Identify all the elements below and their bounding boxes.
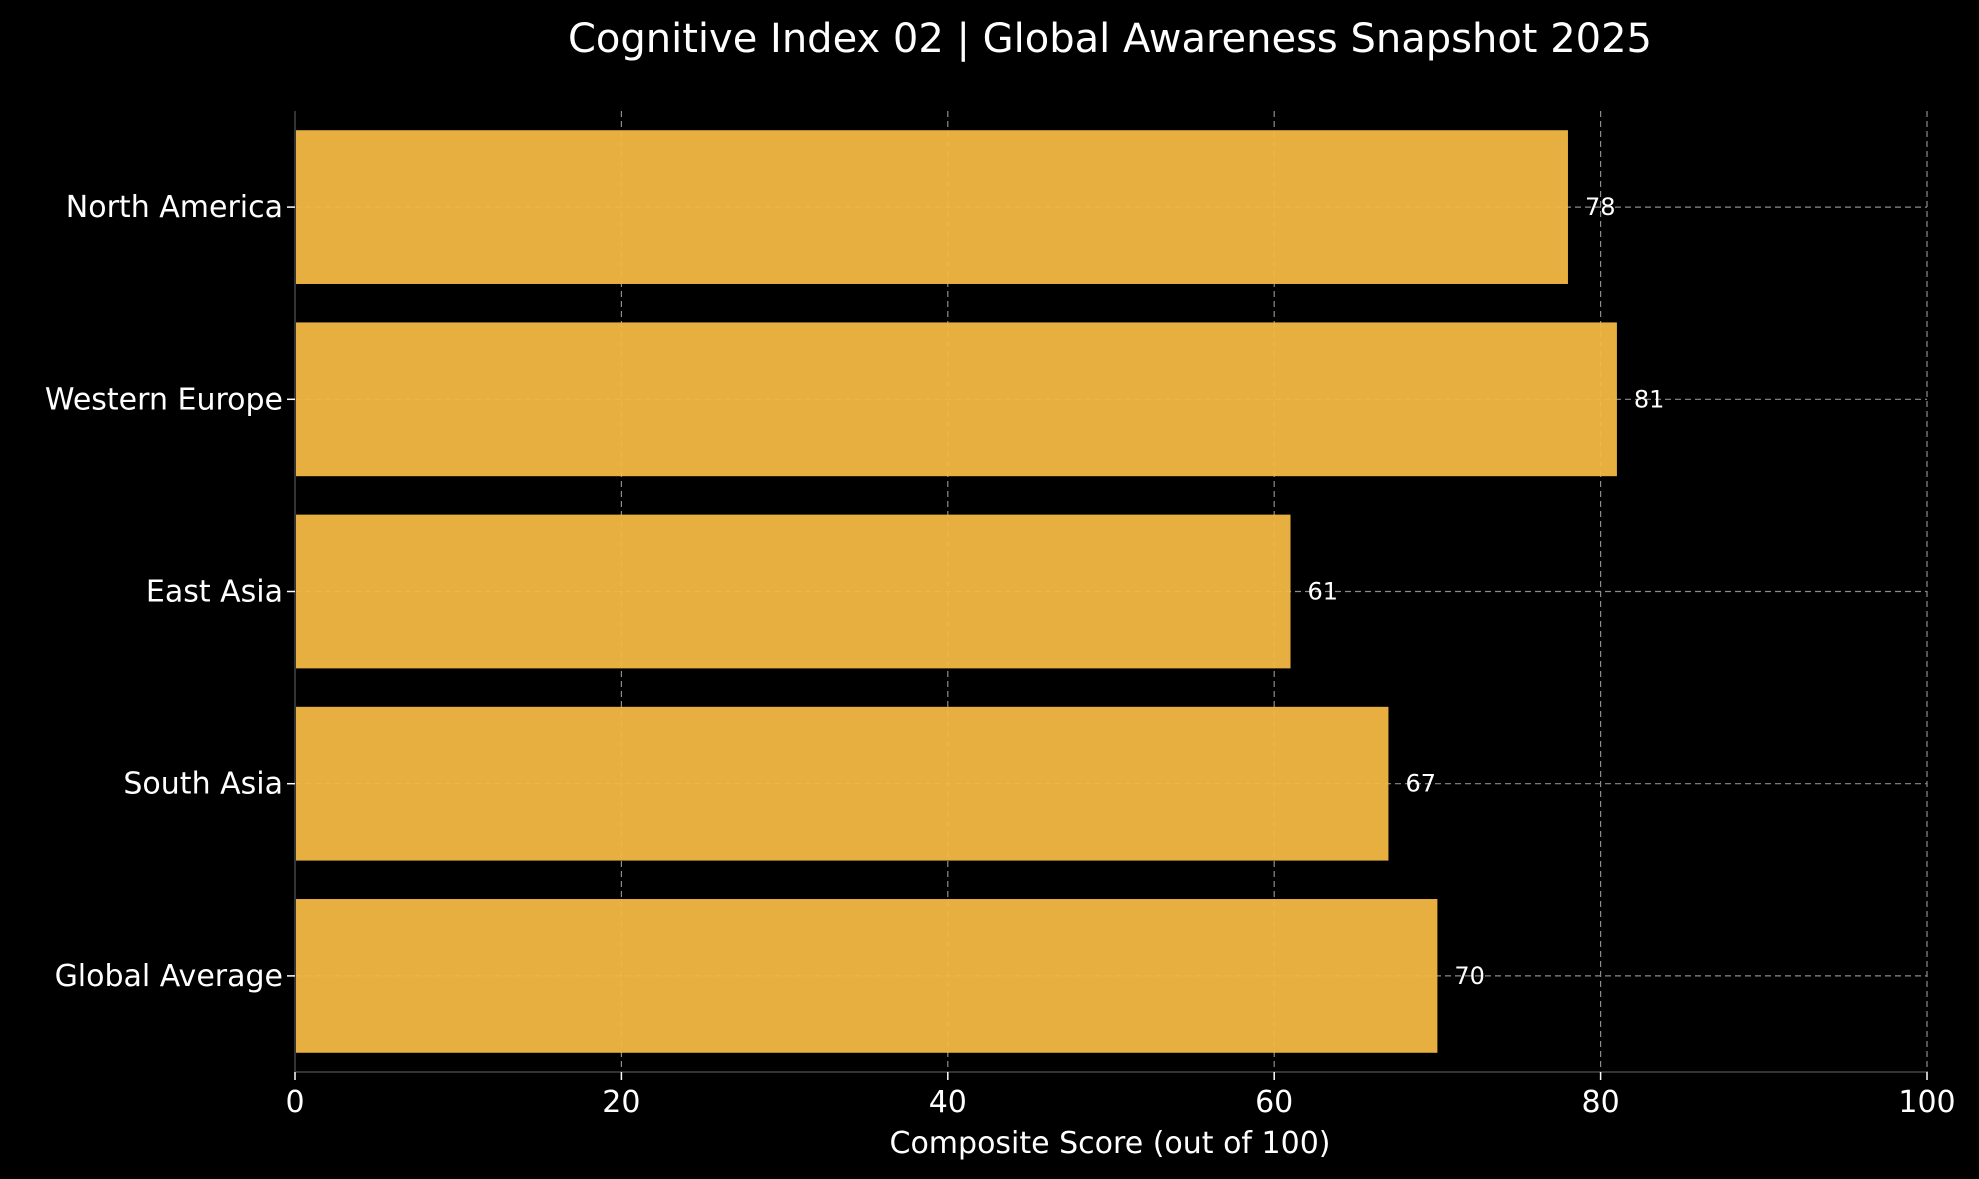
bar bbox=[295, 706, 1389, 861]
x-tick-label: 20 bbox=[602, 1085, 640, 1120]
y-tick-label: South Asia bbox=[123, 767, 283, 802]
axes bbox=[287, 111, 1928, 1080]
bar-value-label: 67 bbox=[1405, 770, 1436, 798]
x-tick-label: 40 bbox=[929, 1085, 967, 1120]
x-tick-label: 60 bbox=[1255, 1085, 1293, 1120]
bar-value-label: 81 bbox=[1634, 385, 1665, 413]
bar bbox=[295, 514, 1291, 669]
bars bbox=[295, 130, 1617, 1053]
bar bbox=[295, 130, 1568, 284]
labels: North America Western Europe East Asia Sout… bbox=[45, 190, 1956, 1120]
bar-value-label: 61 bbox=[1308, 578, 1339, 606]
x-tick-label: 0 bbox=[285, 1085, 304, 1120]
chart-title: Cognitive Index 02 | Global Awareness Sn… bbox=[568, 16, 1652, 62]
y-tick-label: East Asia bbox=[146, 575, 283, 610]
y-tick-label: Western Europe bbox=[45, 382, 283, 417]
bar bbox=[295, 322, 1617, 477]
x-tick-label: 100 bbox=[1898, 1085, 1955, 1120]
x-tick-label: 80 bbox=[1582, 1085, 1620, 1120]
bar bbox=[295, 899, 1438, 1053]
bar-value-label: 78 bbox=[1585, 193, 1616, 221]
x-axis-title: Composite Score (out of 100) bbox=[890, 1126, 1331, 1161]
y-tick-label: Global Average bbox=[55, 959, 283, 994]
bar-value-label: 70 bbox=[1454, 962, 1485, 990]
y-tick-label: North America bbox=[66, 190, 283, 225]
